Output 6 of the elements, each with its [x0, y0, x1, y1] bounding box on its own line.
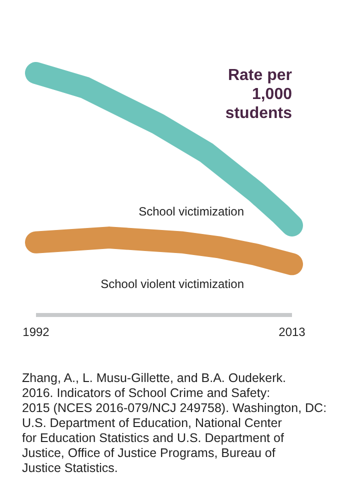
- series-label: School victimization: [138, 204, 244, 218]
- text: School violent victimization: [100, 277, 244, 292]
- text: Zhang, A., L. Musu-Gillette, and B.A. Oudekerk. 2016. Indicators of School Crime and Safety: 2015 (NCES 2016-079/NCJ 249758). Washington, DC: U.S. Department of Education, National Center for Education Statistics and U.S. Department of Justice, Office of Justice Programs, Bureau of Justice Statistics.: [22, 371, 327, 475]
- text: Rate per 1,000 students: [225, 67, 292, 122]
- x-tick-label: 2013: [278, 325, 306, 339]
- x-tick-label: 1992: [22, 325, 50, 339]
